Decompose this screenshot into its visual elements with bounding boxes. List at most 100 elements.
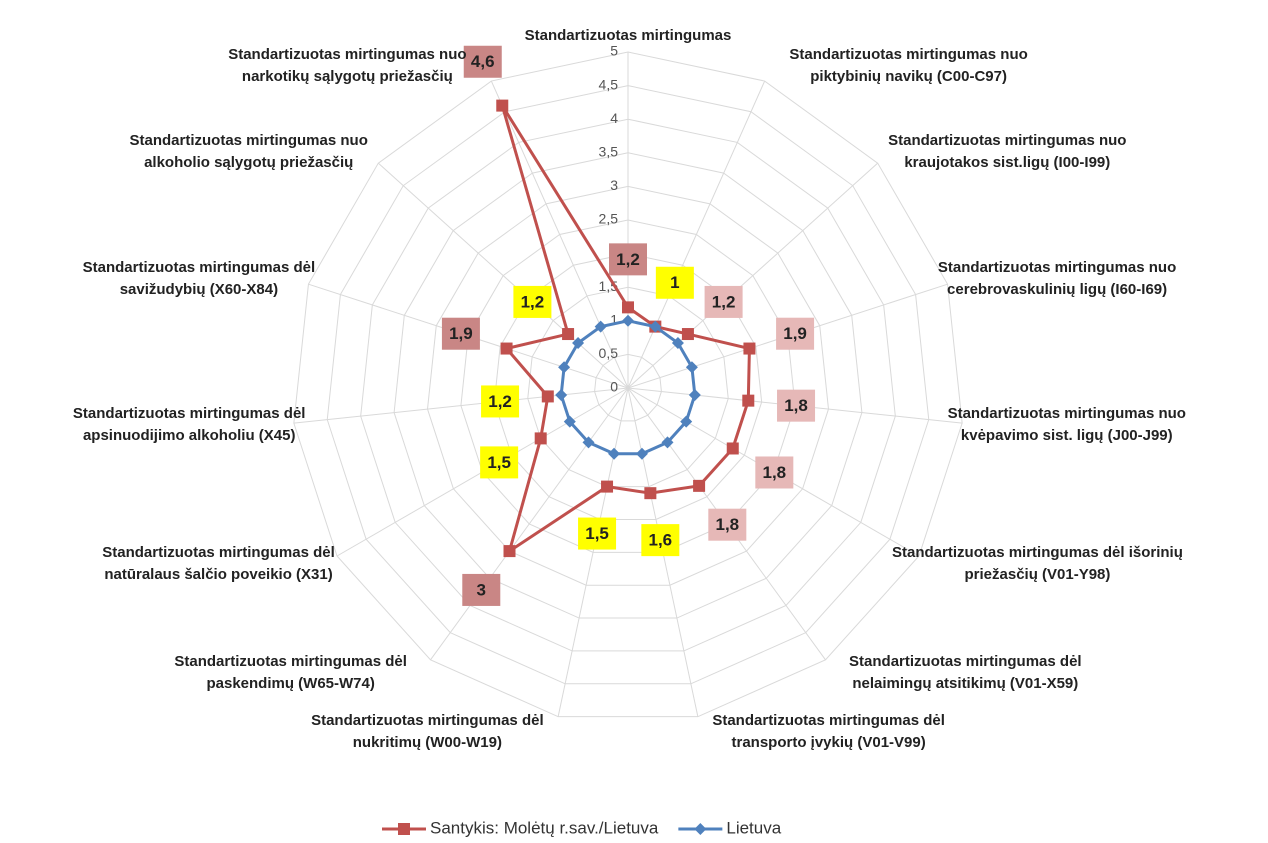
data-label-box xyxy=(462,573,501,606)
marker xyxy=(644,487,657,500)
data-label: 1 xyxy=(655,266,694,299)
data-label-text: 1,2 xyxy=(712,292,736,311)
data-label-text: 1,8 xyxy=(784,396,808,415)
legend-marker xyxy=(398,823,410,835)
marker xyxy=(541,390,554,403)
marker xyxy=(649,320,662,333)
marker xyxy=(688,389,701,402)
spoke xyxy=(490,80,629,389)
legend-label: Lietuva xyxy=(726,818,781,837)
category-label: Standartizuotas mirtingumas nuo narkotik… xyxy=(228,46,467,86)
category-label: Standartizuotas mirtingumas dėl išorinių… xyxy=(892,544,1183,583)
marker xyxy=(671,337,684,350)
marker xyxy=(743,342,756,355)
data-label-box xyxy=(777,389,816,422)
series-line xyxy=(559,319,697,456)
marker xyxy=(680,415,693,428)
tick-label: 4,5 xyxy=(599,76,619,92)
marker xyxy=(635,447,648,460)
category-label: Standartizuotas mirtingumas nuo kraujota… xyxy=(888,132,1127,172)
tick-label: 1 xyxy=(610,312,618,328)
category-label: Standartizuotas mirtingumas nuo alkoholi… xyxy=(129,132,368,172)
marker xyxy=(622,301,634,314)
marker xyxy=(601,480,614,493)
marker xyxy=(726,442,739,455)
grid-ring xyxy=(393,152,863,619)
grid-ring xyxy=(293,51,963,718)
category-label: Standartizuotas mirtingumas nuo piktybin… xyxy=(789,46,1028,86)
marker xyxy=(563,415,576,428)
tick-label: 0,5 xyxy=(599,345,619,361)
marker xyxy=(555,389,568,402)
data-label-box xyxy=(708,508,747,541)
grid-ring xyxy=(326,85,930,685)
tick-label: 4 xyxy=(610,110,618,126)
marker xyxy=(500,342,513,355)
category-label: Standartizuotas mirtingumas dėl nukritim… xyxy=(311,712,544,752)
tick-label: 2,5 xyxy=(599,211,619,227)
grid-ring xyxy=(426,185,830,586)
data-label-text: 1,9 xyxy=(783,324,807,343)
marker xyxy=(681,328,694,341)
data-label-text: 1 xyxy=(670,273,679,292)
grid-ring xyxy=(360,118,896,652)
data-label-text: 1,9 xyxy=(449,324,473,343)
data-label: 1,9 xyxy=(441,317,480,350)
grid-ring xyxy=(460,219,796,553)
spoke xyxy=(627,80,766,389)
data-label: 3 xyxy=(462,573,501,606)
data-label-text: 1,5 xyxy=(585,524,609,543)
tick-label: 0 xyxy=(610,379,618,395)
data-label: 1,2 xyxy=(609,243,647,276)
data-label-box xyxy=(480,446,519,479)
data-label-box xyxy=(578,517,617,550)
data-label-text: 3 xyxy=(477,580,486,599)
data-label: 1,8 xyxy=(708,508,747,541)
spoke xyxy=(627,162,879,389)
marker xyxy=(622,314,634,327)
marker xyxy=(558,361,571,374)
data-label: 4,6 xyxy=(463,45,502,78)
data-label: 1,9 xyxy=(776,317,815,350)
marker xyxy=(496,99,509,112)
data-label: 1,8 xyxy=(777,389,816,422)
marker xyxy=(661,436,674,449)
data-label-box xyxy=(441,317,480,350)
marker xyxy=(685,361,698,374)
data-label: 1,2 xyxy=(704,285,743,318)
category-label: Standartizuotas mirtingumas dėl transpor… xyxy=(712,712,945,752)
tick-label: 3 xyxy=(610,177,618,193)
category-label: Standartizuotas mirtingumas nuo kvėpavim… xyxy=(947,404,1186,444)
category-label: Standartizuotas mirtingumas xyxy=(524,27,732,44)
data-label-box xyxy=(481,385,520,418)
data-label-box xyxy=(776,317,815,350)
data-label-box xyxy=(609,243,647,276)
category-label: Standartizuotas mirtingumas dėl savižudy… xyxy=(82,259,316,299)
data-label-text: 1,2 xyxy=(488,392,512,411)
data-label-box xyxy=(513,285,552,318)
data-label-box xyxy=(755,456,794,489)
category-label: Standartizuotas mirtingumas dėl paskendi… xyxy=(174,652,407,692)
spoke xyxy=(377,162,629,389)
tick-label: 5 xyxy=(610,43,618,59)
tick-label: 3,5 xyxy=(599,144,619,160)
data-label-text: 1,2 xyxy=(616,250,640,269)
data-label-box xyxy=(463,45,502,78)
marker xyxy=(503,545,516,558)
data-label: 1,2 xyxy=(481,385,520,418)
data-label-box xyxy=(655,266,694,299)
marker xyxy=(742,394,755,407)
grid-ring xyxy=(594,353,662,422)
data-label-text: 4,6 xyxy=(471,52,495,71)
category-label: Standartizuotas mirtingumas dėl apsinuod… xyxy=(72,404,306,444)
category-label: Standartizuotas mirtingumas nuo cerebrov… xyxy=(937,259,1177,299)
marker xyxy=(572,337,585,350)
data-label-box xyxy=(704,285,743,318)
legend-marker xyxy=(694,823,707,835)
spoke xyxy=(557,387,629,717)
marker xyxy=(608,447,621,460)
category-label: Standartizuotas mirtingumas dėl nelaimin… xyxy=(849,652,1082,692)
marker xyxy=(594,320,607,333)
spoke xyxy=(293,387,629,424)
